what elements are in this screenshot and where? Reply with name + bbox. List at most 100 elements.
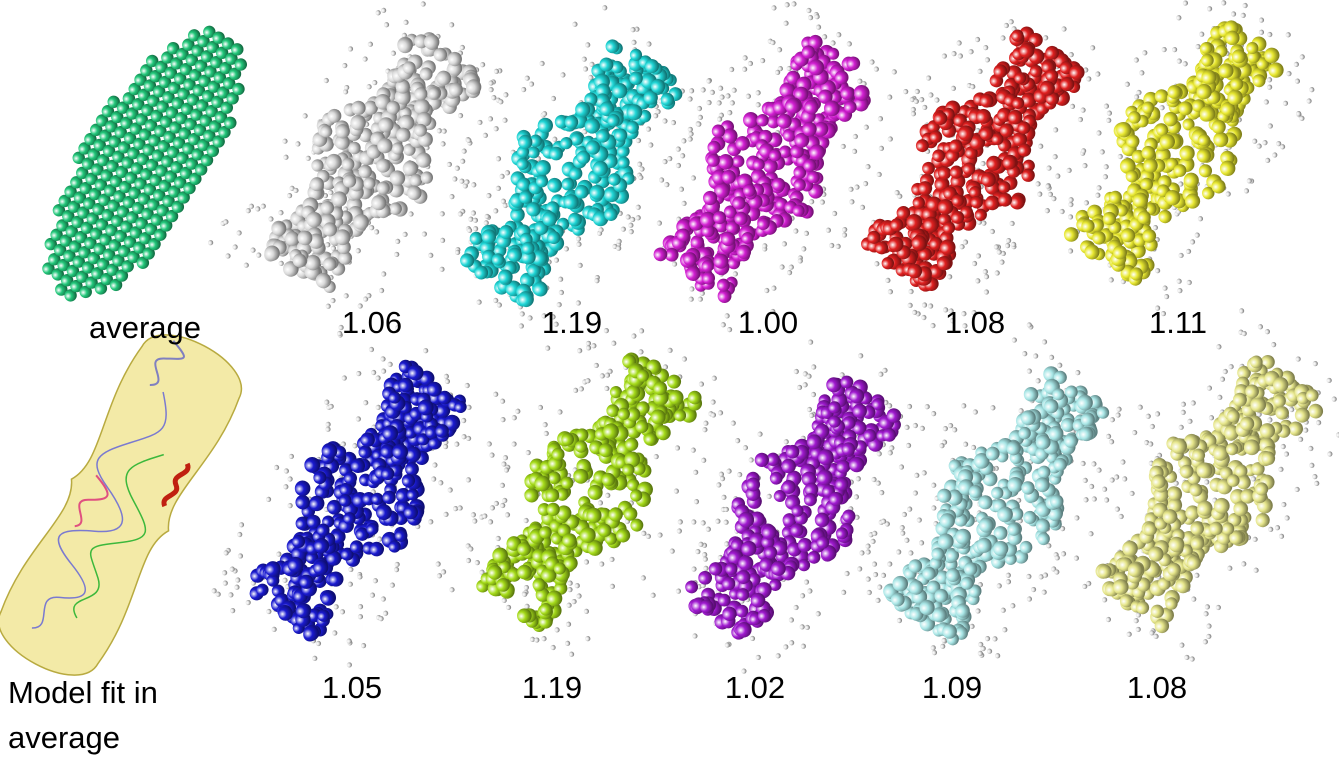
dummy-bead [748, 456, 755, 463]
dummy-bead [564, 640, 571, 647]
dummy-bead [249, 246, 256, 253]
dummy-bead [942, 425, 949, 432]
dummy-bead [390, 50, 397, 57]
dummy-bead [431, 461, 438, 468]
dummy-bead [380, 7, 387, 14]
dummy-bead [329, 297, 336, 304]
dummy-bead [559, 71, 566, 78]
dummy-bead [876, 583, 883, 590]
dummy-bead [1271, 151, 1278, 158]
dummy-bead [277, 209, 284, 216]
dummy-bead [1294, 78, 1301, 85]
dummy-bead [1175, 14, 1182, 21]
dummy-bead [687, 126, 694, 133]
dummy-bead [237, 552, 244, 559]
dummy-bead [918, 539, 925, 546]
dummy-bead [971, 260, 978, 267]
dummy-bead [597, 499, 604, 506]
dummy-bead [783, 1, 790, 8]
dummy-bead [857, 352, 864, 359]
dummy-bead [906, 506, 913, 513]
dummy-bead [747, 60, 754, 67]
dummy-bead [630, 39, 637, 46]
dummy-bead [663, 181, 670, 188]
dummy-bead [528, 80, 535, 87]
dummy-bead [1216, 394, 1223, 401]
dummy-bead [1274, 524, 1281, 531]
dummy-bead [731, 87, 738, 94]
dummy-bead [645, 125, 652, 132]
dummy-bead [1008, 220, 1015, 227]
dummy-bead [962, 441, 969, 448]
dummy-bead [946, 273, 953, 280]
dummy-bead [680, 200, 687, 207]
dummy-bead [676, 527, 683, 534]
dummy-bead [585, 344, 592, 351]
dummy-bead [1215, 343, 1222, 350]
dummy-bead [523, 584, 530, 591]
dummy-bead [265, 496, 272, 503]
dummy-bead [755, 654, 762, 661]
dummy-bead [989, 404, 996, 411]
dummy-bead [1089, 44, 1096, 51]
dummy-bead [389, 582, 396, 589]
dummy-bead [627, 222, 634, 229]
dummy-bead [504, 169, 511, 176]
dummy-bead [891, 68, 898, 75]
dummy-bead [1021, 350, 1028, 357]
dummy-bead [774, 652, 781, 659]
dummy-bead [465, 476, 472, 483]
dummy-bead [566, 586, 573, 593]
dummy-bead [1095, 129, 1102, 136]
dummy-bead [1026, 367, 1033, 374]
dummy-bead [1305, 97, 1312, 104]
dummy-bead [828, 242, 835, 249]
dummy-bead [502, 454, 509, 461]
dummy-bead [576, 347, 583, 354]
dummy-bead [872, 571, 879, 578]
dummy-bead [1065, 167, 1072, 174]
dummy-bead [1118, 513, 1125, 520]
dummy-bead [501, 117, 508, 124]
dummy-bead [380, 270, 387, 277]
dummy-bead [567, 580, 574, 587]
dummy-bead [1115, 406, 1122, 413]
dummy-bead [759, 57, 766, 64]
dummy-bead [848, 198, 855, 205]
dummy-bead [806, 587, 813, 594]
dummy-bead [788, 639, 795, 646]
dummy-bead [675, 588, 682, 595]
dummy-bead [575, 592, 582, 599]
dummy-bead [459, 158, 466, 165]
dummy-bead [800, 245, 807, 252]
dummy-bead [1283, 450, 1290, 457]
dummy-bead [1082, 496, 1089, 503]
dummy-bead [407, 210, 414, 217]
dummy-bead [1220, 0, 1227, 6]
dummy-bead [878, 145, 885, 152]
dummy-bead [492, 125, 499, 132]
dummy-bead [492, 391, 499, 398]
dummy-bead [1313, 480, 1320, 487]
dummy-bead [998, 259, 1005, 266]
dummy-bead [865, 575, 872, 582]
dummy-bead [675, 162, 682, 169]
dummy-bead [475, 299, 482, 306]
dummy-bead [1285, 70, 1292, 77]
dummy-bead [1206, 5, 1213, 12]
dummy-bead [805, 7, 812, 14]
dummy-bead [877, 115, 884, 122]
dummy-bead [690, 565, 697, 572]
dummy-bead [899, 524, 906, 531]
dummy-bead [914, 88, 921, 95]
dummy-bead [1266, 416, 1273, 423]
dummy-bead [1011, 336, 1018, 343]
dummy-bead [722, 519, 729, 526]
dummy-bead [574, 582, 581, 589]
dummy-bead [647, 141, 654, 148]
dummy-bead [525, 449, 532, 456]
dummy-bead [511, 414, 518, 421]
dummy-bead [783, 438, 790, 445]
dummy-bead [550, 95, 557, 102]
dummy-bead [1264, 328, 1271, 335]
